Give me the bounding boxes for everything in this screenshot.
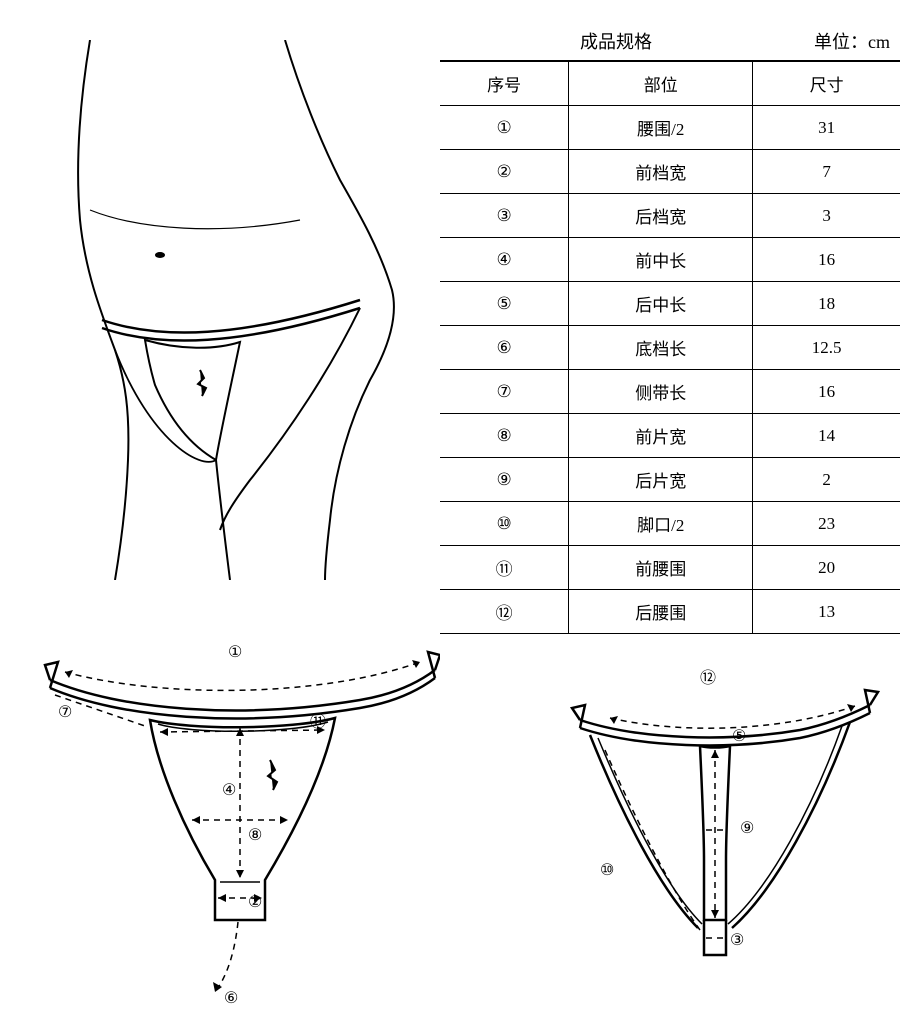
table-cell: 3 [753, 194, 900, 238]
table-cell: 12.5 [753, 326, 900, 370]
spec-title: 成品规格 [580, 28, 652, 58]
table-cell: 16 [753, 370, 900, 414]
table-cell: 20 [753, 546, 900, 590]
table-cell: 前片宽 [569, 414, 753, 458]
table-cell: 31 [753, 106, 900, 150]
table-cell: 14 [753, 414, 900, 458]
table-row: ②前档宽7 [440, 150, 900, 194]
table-row: ④前中长16 [440, 238, 900, 282]
table-cell: 前腰围 [569, 546, 753, 590]
table-cell: 13 [753, 590, 900, 634]
label-12: ⑫ [700, 664, 716, 688]
table-row: ⑩脚口/223 [440, 502, 900, 546]
table-row: ③后档宽3 [440, 194, 900, 238]
table-cell: 脚口/2 [569, 502, 753, 546]
table-row: ⑤后中长18 [440, 282, 900, 326]
label-8: ⑧ [248, 825, 262, 845]
label-11: ⑪ [310, 708, 326, 732]
table-cell: 后腰围 [569, 590, 753, 634]
table-cell: ① [440, 106, 569, 150]
table-cell: ⑪ [440, 546, 569, 590]
table-cell: ⑤ [440, 282, 569, 326]
label-7: ⑦ [58, 702, 72, 722]
table-cell: 后中长 [569, 282, 753, 326]
table-cell: ⑩ [440, 502, 569, 546]
label-2: ② [248, 892, 262, 912]
torso-sketch [20, 40, 420, 580]
table-row: ①腰围/231 [440, 106, 900, 150]
label-5: ⑤ [732, 726, 746, 746]
table-cell: ⑫ [440, 590, 569, 634]
table-cell: 后档宽 [569, 194, 753, 238]
table-row: ⑥底档长12.5 [440, 326, 900, 370]
table-cell: 18 [753, 282, 900, 326]
spec-table: 序号 部位 尺寸 ①腰围/231②前档宽7③后档宽3④前中长16⑤后中长18⑥底… [440, 60, 900, 634]
label-9: ⑨ [740, 818, 754, 838]
table-cell: ⑨ [440, 458, 569, 502]
front-pattern-diagram [40, 640, 440, 1010]
label-4: ④ [222, 780, 236, 800]
label-10: ⑩ [600, 860, 614, 880]
table-row: ⑨后片宽2 [440, 458, 900, 502]
col-part: 部位 [569, 61, 753, 106]
table-cell: 2 [753, 458, 900, 502]
table-cell: 前中长 [569, 238, 753, 282]
table-cell: 7 [753, 150, 900, 194]
table-cell: 23 [753, 502, 900, 546]
col-index: 序号 [440, 61, 569, 106]
table-cell: ④ [440, 238, 569, 282]
table-cell: 后片宽 [569, 458, 753, 502]
table-cell: 侧带长 [569, 370, 753, 414]
table-header-row: 序号 部位 尺寸 [440, 61, 900, 106]
table-row: ⑪前腰围20 [440, 546, 900, 590]
table-cell: 底档长 [569, 326, 753, 370]
label-6: ⑥ [224, 988, 238, 1008]
table-row: ⑧前片宽14 [440, 414, 900, 458]
spec-unit: 单位：cm [814, 28, 890, 58]
table-cell: ③ [440, 194, 569, 238]
col-size: 尺寸 [753, 61, 900, 106]
table-cell: 腰围/2 [569, 106, 753, 150]
table-cell: ⑧ [440, 414, 569, 458]
table-row: ⑫后腰围13 [440, 590, 900, 634]
back-pattern-diagram [550, 680, 880, 1000]
table-cell: ⑦ [440, 370, 569, 414]
label-1: ① [228, 642, 242, 662]
table-cell: ② [440, 150, 569, 194]
label-3: ③ [730, 930, 744, 950]
table-cell: ⑥ [440, 326, 569, 370]
table-cell: 前档宽 [569, 150, 753, 194]
table-row: ⑦侧带长16 [440, 370, 900, 414]
table-cell: 16 [753, 238, 900, 282]
